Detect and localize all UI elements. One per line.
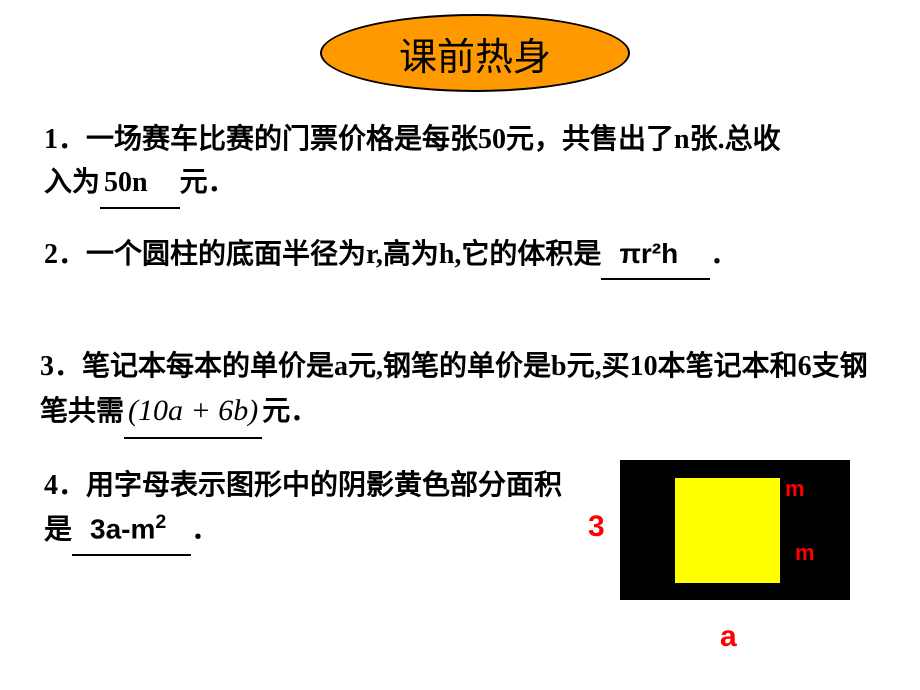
- label-m-top: m: [785, 476, 805, 502]
- problem-1: 1．一场赛车比赛的门票价格是每张50元，共售出了n张.总收入为50n 元．: [44, 118, 804, 209]
- problem-2: 2．一个圆柱的底面半径为r,高为h,它的体积是 πr²h ．: [44, 232, 834, 280]
- p3-suffix: 元．: [262, 396, 318, 427]
- p4-answer: 3a-m2: [72, 507, 191, 556]
- title-banner: 课前热身: [320, 14, 630, 92]
- figure-area: m m: [620, 460, 850, 625]
- label-3: 3: [588, 510, 605, 544]
- p3-answer-value: (10a + 6b): [128, 394, 258, 427]
- p3-answer: (10a + 6b): [124, 388, 262, 439]
- p2-answer: πr²h: [601, 232, 710, 280]
- p4-answer-sup: 2: [155, 511, 166, 533]
- page-title: 课前热身: [399, 26, 551, 81]
- label-m-right: m: [795, 540, 815, 566]
- p1-answer: 50n: [100, 161, 180, 208]
- p4-answer-pre: 3a-m: [90, 514, 155, 545]
- p2-answer-value: πr²h: [619, 238, 678, 269]
- label-a: a: [720, 620, 737, 654]
- p2-suffix: ．: [710, 239, 738, 270]
- p2-text: 2．一个圆柱的底面半径为r,高为h,它的体积是: [44, 239, 601, 270]
- problem-3: 3．笔记本每本的单价是a元,钢笔的单价是b元,买10本笔记本和6支钢笔共需(10…: [40, 345, 880, 439]
- p4-suffix: ．: [191, 515, 219, 546]
- problem-4: 4．用字母表示图形中的阴影黄色部分面积是 3a-m2 ．: [44, 464, 584, 556]
- p1-suffix: 元．: [180, 167, 236, 198]
- p1-answer-value: 50n: [104, 167, 148, 198]
- yellow-square: [675, 478, 780, 583]
